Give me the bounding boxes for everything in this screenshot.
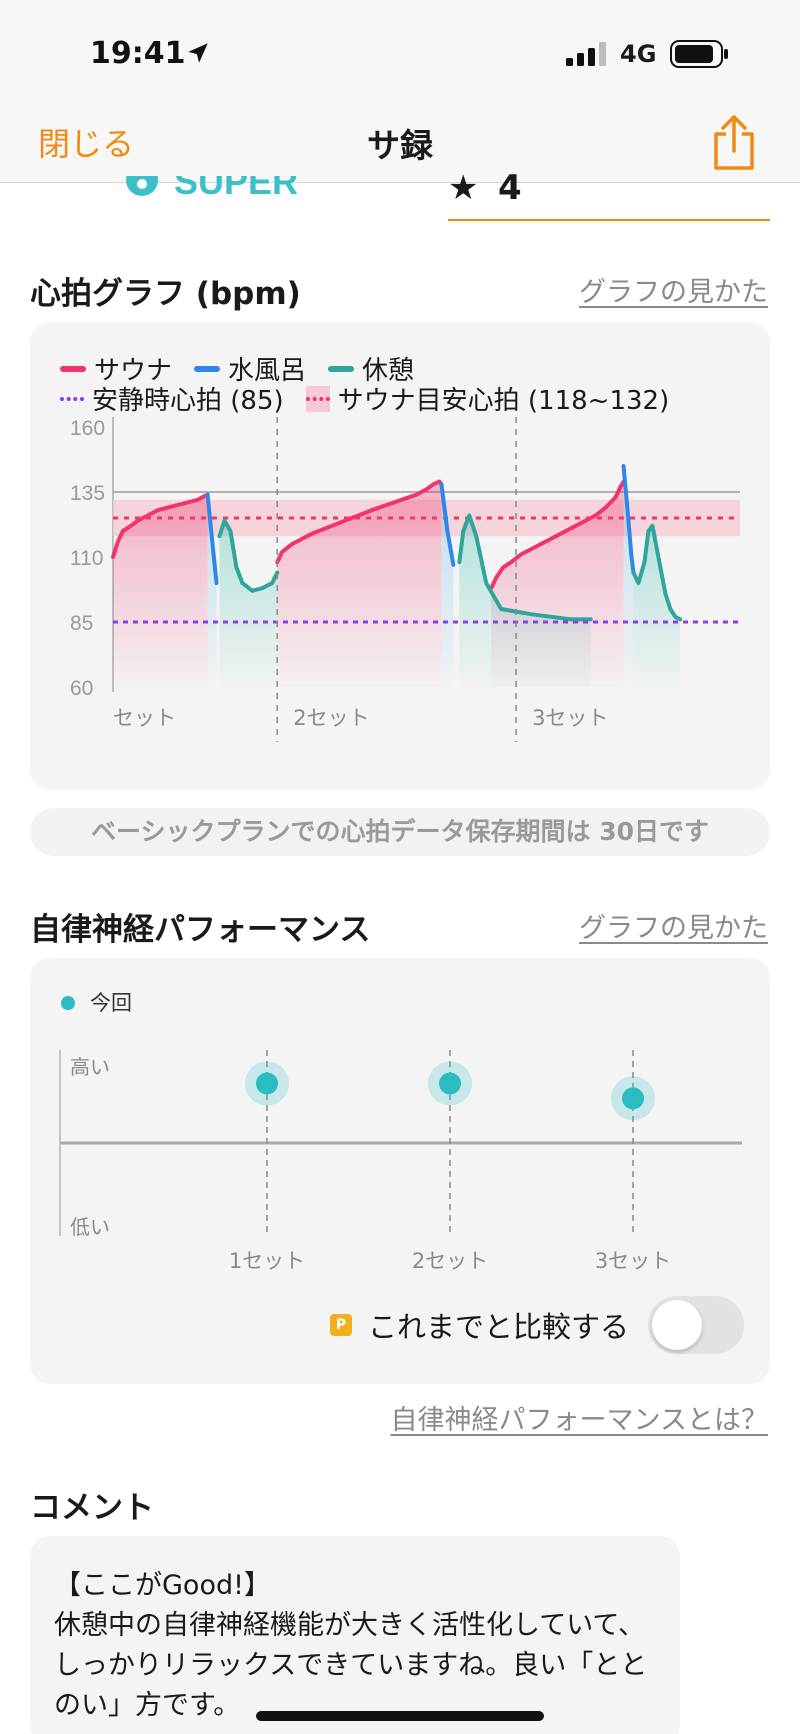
cold-bath-area-2 [441, 484, 454, 687]
status-time: 19:41 [90, 36, 186, 71]
rest-line-3 [631, 523, 683, 622]
sauna-line-1 [111, 492, 210, 559]
heart-rate-title: 心拍グラフ (bpm) [30, 276, 301, 312]
rest-line-1 [217, 518, 280, 593]
heart-rate-chart: 160 135 110 85 60 セット 2セット 3セット [70, 417, 740, 742]
cold-bath-area-3 [623, 466, 634, 687]
autonomic-title: 自律神経パフォーマンス [30, 912, 371, 948]
cellular-signal-icon [566, 42, 606, 66]
autonomic-card: 今回高い低い 1セット 2セット 3セット [30, 958, 770, 1384]
y-label-low: 低い [70, 1215, 110, 1239]
location-arrow-icon [188, 43, 208, 63]
premium-badge: P [330, 1314, 352, 1336]
y-tick-label: 110 [70, 547, 103, 570]
svg-text:SUPER: SUPER [174, 176, 298, 200]
set-label-3: 3セット [532, 706, 608, 730]
category-label-2: 2セット [412, 1249, 488, 1273]
rest-area-1 [219, 520, 278, 687]
comment-card: 【ここがGood!】 休憩中の自律神経機能が大きく活性化していて、しっかりリラッ… [30, 1536, 680, 1734]
heart-rate-legend: サウナ 水風呂 休憩 [60, 350, 436, 387]
point-set-3 [622, 1087, 644, 1110]
y-label-high: 高い [70, 1055, 110, 1079]
heart-rate-card: サウナ 水風呂 休憩 安静時心拍 (85) サウナ目安心拍 (118~132) … [30, 322, 770, 790]
close-button[interactable]: 閉じる [38, 125, 135, 163]
heart-rate-legend-2: 安静時心拍 (85) サウナ目安心拍 (118~132) [60, 380, 691, 417]
battery-icon [670, 40, 728, 68]
comment-heading: 【ここがGood!】 [54, 1570, 271, 1601]
cold-bath-area-1 [207, 494, 217, 687]
compare-label: これまでと比較する [368, 1310, 630, 1344]
set-label-2: 2セット [293, 706, 369, 730]
legend-rest: 休憩 [328, 350, 414, 387]
rating-display: ★ 4 [448, 166, 770, 221]
status-bar: 19:41 4G [0, 0, 800, 105]
legend-sauna: サウナ [60, 350, 172, 387]
set-label-1: セット [113, 706, 176, 730]
sauna-swatch [60, 365, 86, 372]
rest-line-2 [457, 513, 593, 622]
y-tick-label: 60 [70, 677, 93, 700]
heart-rate-help-link[interactable]: グラフの見かた [579, 277, 768, 308]
category-label-3: 3セット [595, 1249, 671, 1273]
target-hr-swatch [305, 385, 330, 412]
network-type: 4G [620, 40, 657, 68]
sauna-area-1 [113, 494, 208, 687]
sauna-line-2 [275, 479, 444, 565]
star-icon: ★ [448, 168, 479, 208]
resting-hr-swatch [60, 396, 84, 401]
cold-bath-line-2 [439, 482, 456, 567]
rating-value: 4 [498, 168, 522, 208]
retention-notice: ベーシックプランでの心拍データ保存期間は 30日です [30, 808, 770, 856]
legend-target-hr: サウナ目安心拍 (118~132) [305, 380, 669, 417]
sauna-line-3 [489, 479, 626, 591]
category-label-1: 1セット [229, 1249, 305, 1273]
navigation-bar: サ録 閉じる [0, 105, 800, 183]
legend-cold-bath: 水風呂 [194, 350, 306, 387]
y-tick-label: 160 [70, 417, 105, 440]
autonomic-help-link[interactable]: グラフの見かた [579, 913, 768, 944]
legend-current-label: 今回 [90, 991, 132, 1015]
cold-bath-swatch [194, 365, 221, 372]
legend-current-dot [61, 996, 75, 1010]
page-title: サ録 [367, 126, 433, 165]
comment-title: コメント [30, 1490, 154, 1526]
point-set-2 [439, 1072, 461, 1095]
comment-body: 休憩中の自律神経機能が大きく活性化していて、しっかりリラックスできていますね。良… [54, 1610, 648, 1721]
y-tick-label: 135 [70, 482, 105, 505]
rest-area-2 [459, 515, 591, 687]
sauna-logo: SUPER [122, 176, 322, 200]
legend-resting-hr: 安静時心拍 (85) [60, 380, 284, 417]
rest-swatch [328, 365, 355, 372]
compare-toggle[interactable] [648, 1296, 744, 1354]
share-icon[interactable] [711, 113, 757, 171]
y-tick-label: 85 [70, 612, 93, 635]
cold-bath-line-3 [621, 464, 636, 575]
toggle-knob [652, 1300, 702, 1350]
home-indicator [256, 1711, 544, 1721]
point-set-1 [256, 1072, 278, 1095]
autonomic-about-link[interactable]: 自律神経パフォーマンスとは？ [390, 1405, 768, 1436]
cold-bath-line-1 [205, 492, 219, 585]
